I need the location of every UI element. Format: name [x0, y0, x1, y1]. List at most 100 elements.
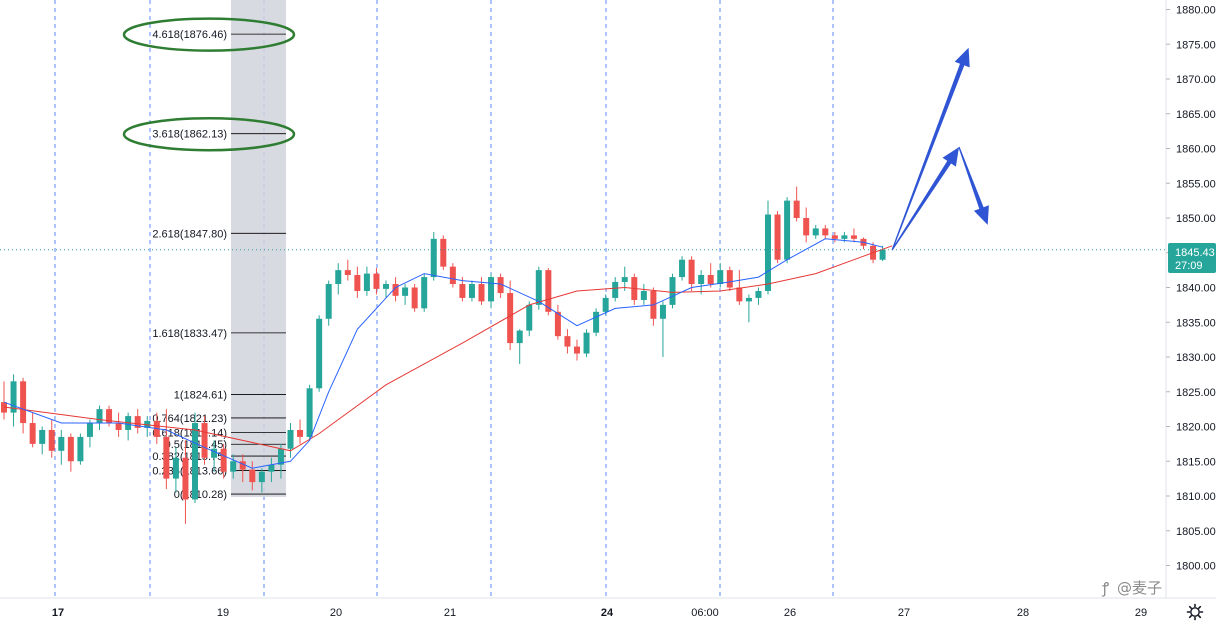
candle-body [363, 273, 370, 291]
candle-body [879, 249, 886, 260]
candle-body [297, 429, 304, 437]
fib-level-label: 0(1810.28) [174, 489, 227, 501]
candle-body [717, 270, 724, 285]
candle-body [258, 471, 265, 483]
price-tick-label: 1830.00 [1176, 352, 1216, 364]
candle [58, 429, 65, 465]
candle [822, 224, 829, 239]
candle [287, 423, 294, 458]
price-axis-panel[interactable] [1166, 0, 1216, 598]
candle-body [440, 238, 447, 267]
projection-arrow[interactable] [958, 146, 989, 225]
candle-body [58, 436, 65, 451]
time-axis-panel[interactable] [0, 598, 1216, 628]
candle-body [659, 304, 666, 319]
candle [650, 287, 657, 326]
time-axis-label: 24 [601, 607, 614, 619]
candle-body [20, 381, 27, 424]
candle-body [10, 381, 17, 413]
candle-body [621, 277, 628, 282]
time-axis-label: 19 [217, 607, 229, 619]
price-tick-label: 1860.00 [1176, 144, 1216, 156]
candle [1, 381, 7, 420]
projection-arrow[interactable] [891, 147, 959, 251]
projection-arrow[interactable] [891, 47, 970, 251]
fib-level-label: 0.764(1821.23) [152, 413, 227, 425]
highlight-ellipses[interactable] [122, 17, 296, 152]
candle [77, 433, 84, 465]
candle [612, 277, 619, 302]
candle-body [268, 464, 275, 472]
candle-body [803, 218, 810, 236]
candle-body [239, 461, 246, 470]
price-tick-label: 1880.00 [1176, 5, 1216, 17]
candle [621, 266, 628, 291]
candle [48, 419, 55, 458]
candle [554, 304, 561, 340]
candle [297, 419, 304, 444]
candle [593, 308, 600, 337]
projection-arrows[interactable] [891, 47, 989, 251]
candle-body [134, 416, 141, 428]
candle-body [459, 284, 466, 298]
candle-body [325, 284, 332, 319]
candle-body [316, 318, 323, 389]
candle-body [449, 266, 456, 285]
candle-body [726, 270, 733, 288]
candle [306, 384, 313, 441]
candle-body [574, 346, 580, 354]
candle-body [831, 235, 838, 239]
fib-level-label: 0.382(1815.75) [152, 451, 227, 463]
candle [268, 457, 275, 483]
candle [669, 273, 676, 309]
candle [39, 426, 46, 455]
price-tick-label: 1815.00 [1176, 456, 1216, 468]
candle-body [106, 409, 113, 424]
candle [115, 412, 122, 437]
time-axis-label: 26 [784, 607, 796, 619]
price-tick-label: 1865.00 [1176, 109, 1216, 121]
fib-level-label: 1(1824.61) [174, 389, 227, 401]
bar-countdown: 27:09 [1175, 260, 1203, 272]
candle [201, 416, 208, 465]
candle-body [67, 436, 74, 462]
candle-body [172, 457, 179, 479]
candle [373, 268, 380, 295]
candle-body [736, 287, 743, 302]
candle-body [688, 259, 695, 285]
candle-body [335, 270, 342, 285]
candle-body [211, 448, 218, 458]
candle-body [402, 287, 409, 296]
candle [449, 263, 456, 288]
highlight-ellipse[interactable] [122, 116, 296, 152]
fib-extension-tool[interactable]: 4.618(1876.46) 3.618(1862.13) 2.618(1847.8… [152, 29, 286, 501]
price-tick-label: 1850.00 [1176, 213, 1216, 225]
candle-body [850, 235, 857, 239]
fib-level-label: 2.618(1847.80) [152, 228, 227, 240]
candle-body [774, 214, 781, 260]
candle-body [249, 469, 256, 483]
candle [478, 277, 485, 305]
candle [516, 329, 523, 364]
candle-body [822, 228, 829, 236]
candle [459, 277, 466, 302]
highlight-ellipse[interactable] [122, 17, 296, 52]
candle [354, 266, 361, 298]
candle [29, 412, 36, 448]
candle-body [163, 436, 170, 479]
current-price-value: 1845.43 [1175, 247, 1215, 259]
candle [363, 266, 370, 296]
time-axis-label: 29 [1135, 607, 1147, 619]
candle [631, 273, 638, 305]
candle [602, 294, 609, 316]
candle-body [602, 297, 609, 312]
time-axis-label: 06:00 [691, 607, 719, 619]
candle-body [383, 284, 389, 289]
candle [440, 235, 447, 271]
candle [679, 256, 686, 281]
candle [545, 268, 552, 316]
candle-body [220, 448, 227, 472]
settings-gear-icon[interactable] [1186, 603, 1204, 621]
time-axis-label: 28 [1017, 607, 1029, 619]
